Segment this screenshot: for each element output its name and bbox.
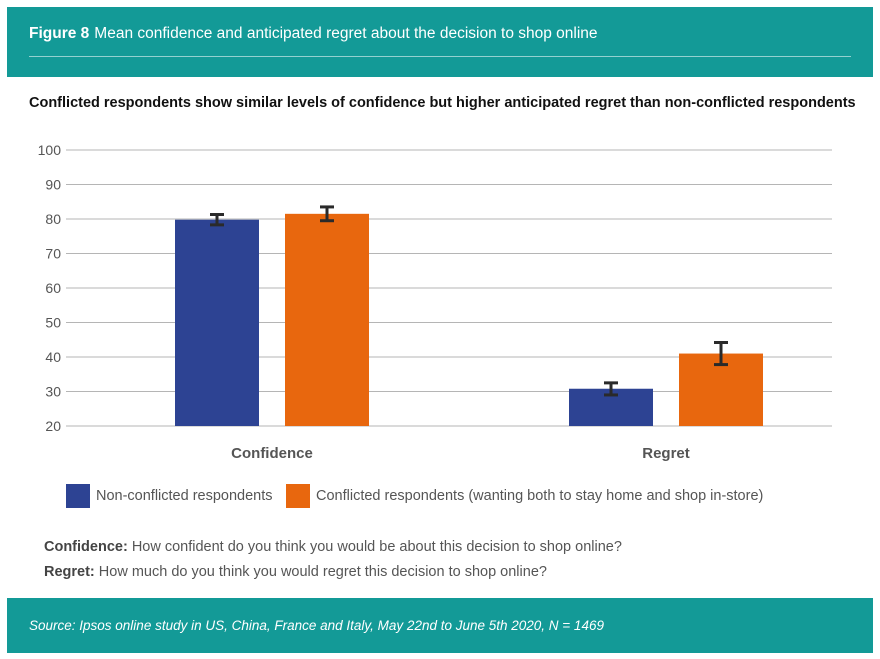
y-tick-label: 30 xyxy=(45,384,61,400)
x-category-label: Regret xyxy=(642,445,690,462)
legend-swatch-non-conflicted xyxy=(66,484,90,508)
bar-chart: 20 30 40 50 60 70 80 90 100 Confidence Regret xyxy=(38,142,832,462)
y-tick-label: 20 xyxy=(45,418,61,434)
figure-footer: Source: Ipsos online study in US, China,… xyxy=(7,598,873,653)
y-tick-label: 50 xyxy=(45,315,61,331)
definition-confidence: Confidence: How confident do you think y… xyxy=(44,535,622,560)
y-tick-label: 40 xyxy=(45,349,61,365)
definitions: Confidence: How confident do you think y… xyxy=(44,535,622,585)
figure-header: Figure 8 Mean confidence and anticipated … xyxy=(7,7,873,77)
header-divider xyxy=(29,56,851,57)
definition-text: How confident do you think you would be … xyxy=(131,539,622,555)
definition-regret: Regret: How much do you think you would … xyxy=(44,560,622,585)
source-note: Source: Ipsos online study in US, China,… xyxy=(29,618,604,633)
chart-subtitle: Conflicted respondents show similar leve… xyxy=(29,95,856,111)
bar xyxy=(285,213,369,426)
y-tick-label: 60 xyxy=(45,280,61,296)
x-category-label: Confidence xyxy=(231,445,313,462)
y-tick-label: 70 xyxy=(45,246,61,262)
bar xyxy=(175,219,259,426)
legend-label-conflicted: Conflicted respondents (wanting both to … xyxy=(316,488,764,504)
legend-label-non-conflicted: Non-conflicted respondents xyxy=(96,488,273,504)
definition-term: Regret: xyxy=(44,564,95,580)
y-tick-label: 90 xyxy=(45,177,61,193)
figure-label: Figure 8 xyxy=(29,25,90,42)
definition-text: How much do you think you would regret t… xyxy=(98,564,547,580)
y-tick-label: 80 xyxy=(45,211,61,227)
legend-swatch-conflicted xyxy=(286,484,310,508)
definition-term: Confidence: xyxy=(44,539,128,555)
figure-title: Figure 8 Mean confidence and anticipated … xyxy=(29,25,598,43)
y-tick-label: 100 xyxy=(38,142,62,158)
figure-title-text: Mean confidence and anticipated regret a… xyxy=(94,25,598,42)
